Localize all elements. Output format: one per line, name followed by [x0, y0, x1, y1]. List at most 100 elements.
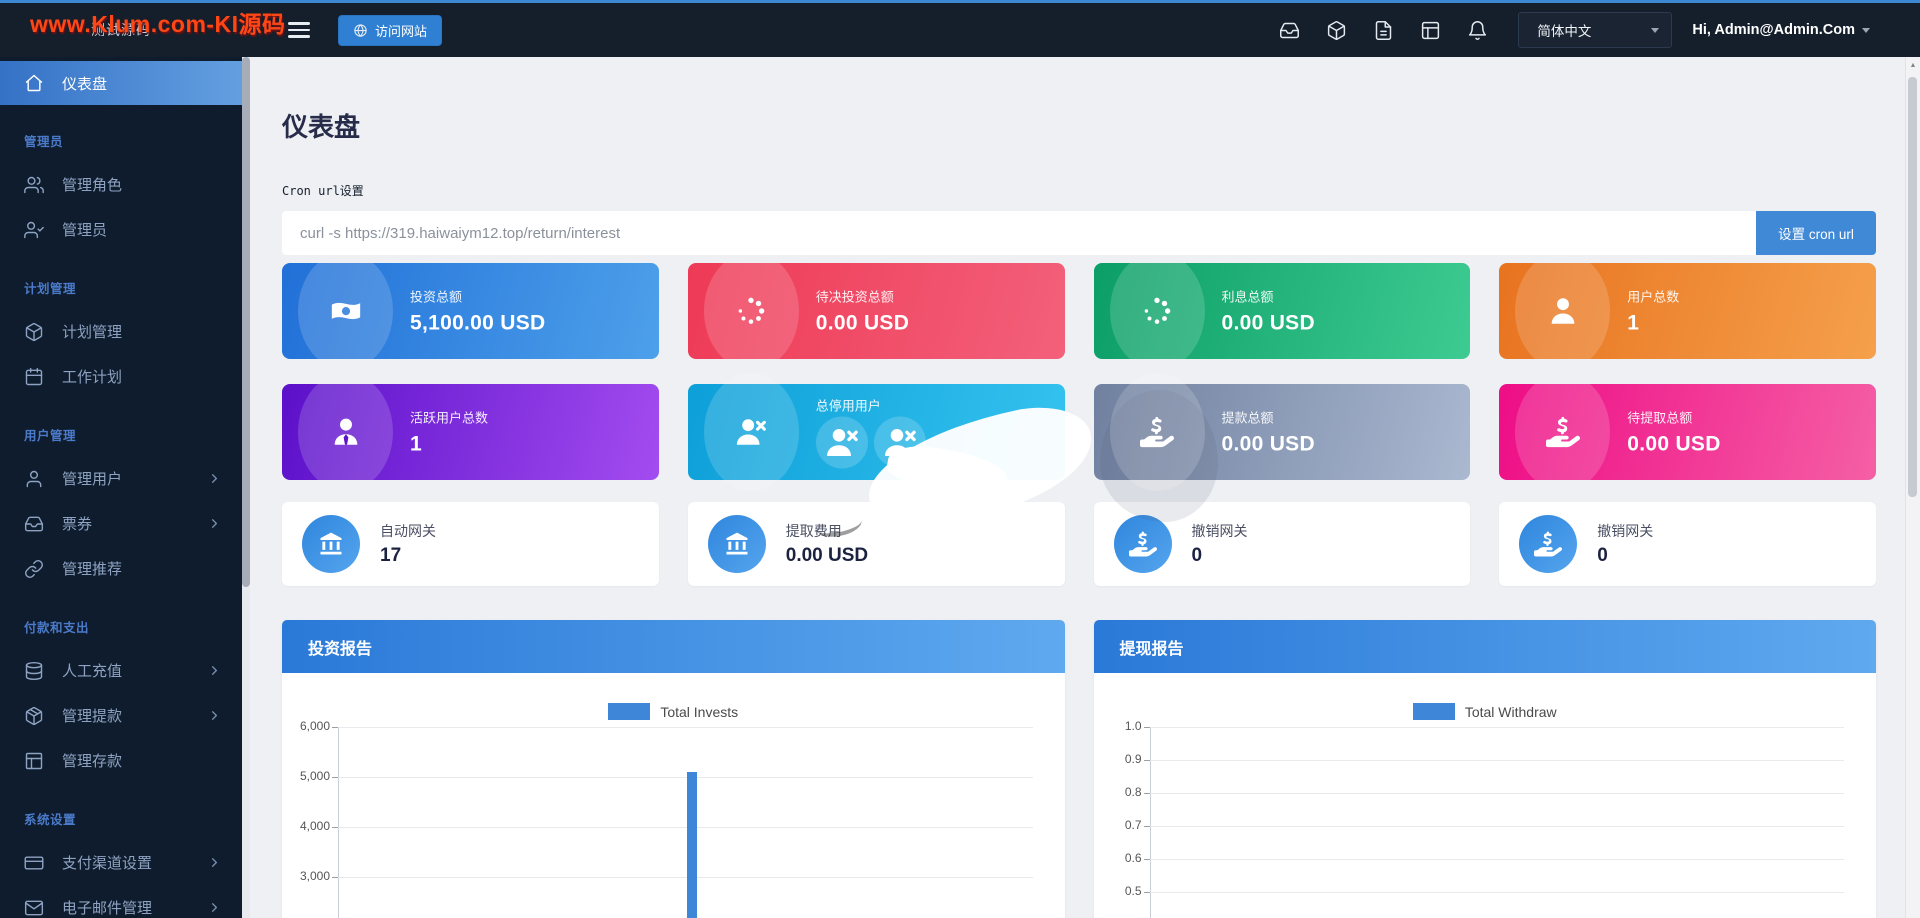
stat-value: 0.00 USD: [1221, 432, 1315, 456]
sidebar-item-label: 管理提款: [62, 708, 123, 725]
inbox-icon: [24, 514, 44, 534]
gateway-cards-grid: 自动网关 17 提取费用 0.00 USD 撤销网关 0 撤销网关 0: [282, 502, 1876, 586]
sidebar-item-label: 管理员: [62, 222, 108, 239]
sidebar-scrollbar[interactable]: [242, 57, 250, 918]
card-disabled-gateways: 撤销网关 0: [1093, 502, 1471, 586]
card-value: 0: [1191, 545, 1203, 566]
top-accent-line: [0, 0, 1920, 3]
stat-value: 5,100.00 USD: [410, 311, 546, 335]
legend-label: Total Invests: [660, 703, 739, 720]
sidebar-item-deposits[interactable]: 管理存款: [0, 738, 242, 783]
stat-label: 待提取总额: [1627, 410, 1693, 426]
home-icon: [24, 73, 44, 93]
icon-bubble: [1109, 373, 1205, 491]
user-icon: [1546, 294, 1580, 328]
sidebar-item-label: 人工充值: [62, 663, 123, 680]
stat-value: 0.00 USD: [815, 311, 910, 335]
page-title: 仪表盘: [282, 112, 361, 142]
legend-label: Total Withdraw: [1464, 703, 1557, 720]
language-value: 简体中文: [1537, 24, 1592, 39]
page-scrollbar-thumb[interactable]: [1908, 77, 1917, 497]
user-x-icon: [734, 415, 768, 449]
stat-label: 总停用用户: [815, 398, 881, 414]
icon-circle: [1113, 515, 1172, 573]
scrollbar-up-arrow[interactable]: ▲: [1909, 61, 1917, 69]
cron-url-label: Cron url设置: [282, 184, 364, 198]
logo-area: 测试源码: [0, 20, 242, 40]
database-icon: [24, 661, 44, 681]
card-disabled-gateways: 撤销网关 0: [1499, 502, 1876, 586]
sidebar-item-referrals[interactable]: 管理推荐: [0, 546, 242, 591]
banknote-icon: [329, 294, 363, 328]
sidebar-item-email-manage[interactable]: 电子邮件管理: [0, 885, 242, 918]
calendar-icon: [24, 367, 44, 387]
grid-icon[interactable]: [1420, 20, 1441, 41]
card-label: 提取费用: [785, 523, 842, 539]
stat-card-disabled-users: 总停用用户: [687, 373, 1102, 537]
sidebar-item-payment-channels[interactable]: 支付渠道设置: [0, 840, 242, 885]
user-check-icon: [24, 220, 44, 240]
legend-swatch: [1412, 703, 1455, 720]
visit-site-button[interactable]: 访问网站: [338, 14, 443, 46]
sidebar-item-manual-deposit[interactable]: 人工充值: [0, 648, 242, 693]
sidebar-item-admins[interactable]: 管理员: [0, 207, 242, 252]
stat-label: 提款总额: [1221, 410, 1274, 426]
sidebar-item-manage-users[interactable]: 管理用户: [0, 456, 242, 501]
sidebar-item-label: 管理推荐: [62, 561, 123, 578]
stat-label: 投资总额: [410, 289, 463, 305]
icon-bubble: [298, 263, 393, 359]
sidebar-item-label: 支付渠道设置: [62, 855, 153, 872]
sidebar-item-tickets[interactable]: 票券: [0, 501, 242, 546]
sidebar-item-label: 仪表盘: [62, 75, 108, 93]
sidebar-item-withdrawals[interactable]: 管理提款: [0, 693, 242, 738]
package-icon[interactable]: [1326, 20, 1347, 41]
chevron-right-icon: [207, 663, 222, 678]
mail-icon: [24, 898, 44, 918]
stat-card-active-users: 活跃用户总数 1: [282, 384, 659, 480]
bell-icon[interactable]: [1467, 20, 1488, 41]
sidebar-item-schedule[interactable]: 工作计划: [0, 354, 242, 399]
chart-title: 提现报告: [1119, 640, 1184, 658]
sidebar-item-manage-roles[interactable]: 管理角色: [0, 162, 242, 207]
language-selector[interactable]: 简体中文: [1518, 12, 1673, 48]
cron-url-input[interactable]: [282, 211, 1756, 255]
icon-bubble: [1515, 263, 1611, 359]
stat-label: 待决投资总额: [815, 289, 894, 305]
card-withdraw-fee: 提取费用 0.00 USD: [687, 502, 1065, 586]
sidebar-scrollbar-thumb[interactable]: [242, 57, 250, 587]
stat-card-pending-invest: 待决投资总额 0.00 USD: [687, 263, 1065, 359]
bank-icon: [723, 530, 751, 558]
stat-label: 活跃用户总数: [410, 410, 489, 426]
visit-site-label: 访问网站: [375, 23, 428, 39]
sidebar-item-label: 工作计划: [62, 369, 123, 386]
icon-bubble: [298, 384, 393, 480]
hand-dollar-icon: [1140, 415, 1174, 449]
card-value: 0: [1597, 545, 1608, 566]
stat-card-total-interest: 利息总额 0.00 USD: [1093, 263, 1471, 359]
user-icon: [24, 469, 44, 489]
sidebar-toggle-button[interactable]: [288, 22, 310, 38]
page-scrollbar[interactable]: ▲: [1905, 57, 1920, 918]
icon-bubble: [1515, 384, 1611, 480]
withdraw-report-card: 提现报告 Total Withdraw 1.00.90.80.70.60.50.…: [1093, 620, 1877, 918]
user-menu[interactable]: Hi, Admin@Admin.Com: [1692, 22, 1870, 38]
spinner-icon: [1140, 294, 1174, 328]
hand-dollar-icon: [1534, 530, 1562, 558]
sidebar-item-dashboard[interactable]: 仪表盘: [0, 61, 242, 105]
sidebar-item-plan-manage[interactable]: 计划管理: [0, 309, 242, 354]
hand-dollar-icon: [1129, 530, 1157, 558]
inbox-icon[interactable]: [1279, 20, 1300, 41]
table-icon: [24, 751, 44, 771]
legend-swatch: [608, 703, 651, 720]
stat-label: 利息总额: [1221, 289, 1274, 305]
chart-legend: Total Withdraw: [1094, 703, 1877, 720]
chart-legend: Total Invests: [282, 703, 1065, 720]
withdraw-report-header: 提现报告: [1093, 620, 1876, 673]
sidebar-section-users: 用户管理: [24, 429, 77, 443]
stat-value: 0.00 USD: [1627, 432, 1721, 456]
file-icon[interactable]: [1373, 20, 1394, 41]
stat-label: 用户总数: [1627, 289, 1680, 305]
hand-dollar-icon: [1546, 415, 1580, 449]
sidebar-item-label: 计划管理: [62, 324, 123, 341]
set-cron-url-button[interactable]: 设置 cron url: [1756, 211, 1876, 255]
